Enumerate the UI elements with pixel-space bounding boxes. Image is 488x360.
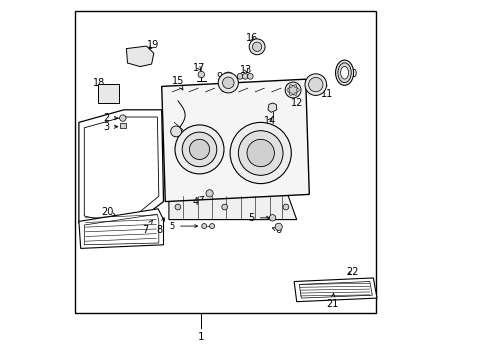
Text: 18: 18 (92, 78, 106, 91)
Polygon shape (79, 110, 163, 230)
Text: 5: 5 (248, 213, 269, 223)
Circle shape (308, 77, 322, 92)
FancyBboxPatch shape (120, 123, 126, 128)
Text: 3: 3 (102, 122, 118, 132)
Circle shape (189, 139, 209, 159)
Circle shape (286, 89, 289, 91)
Circle shape (175, 204, 181, 210)
Circle shape (252, 42, 261, 51)
Circle shape (247, 73, 253, 79)
Circle shape (170, 126, 181, 137)
Circle shape (120, 115, 126, 121)
Polygon shape (126, 46, 153, 67)
FancyBboxPatch shape (98, 84, 118, 103)
Text: 16: 16 (245, 33, 257, 43)
Text: 4: 4 (192, 196, 203, 207)
Ellipse shape (337, 63, 350, 83)
Polygon shape (79, 209, 163, 248)
Text: 5: 5 (169, 222, 175, 231)
Circle shape (249, 39, 264, 55)
Circle shape (288, 85, 297, 95)
Text: 11: 11 (318, 86, 333, 99)
Circle shape (305, 74, 326, 95)
Ellipse shape (340, 66, 348, 79)
Circle shape (285, 82, 301, 98)
Circle shape (296, 89, 299, 91)
Circle shape (275, 223, 282, 230)
Polygon shape (267, 103, 276, 112)
Text: 17: 17 (193, 63, 205, 73)
Circle shape (293, 85, 296, 87)
Text: 21: 21 (326, 293, 338, 309)
Circle shape (230, 122, 291, 184)
Circle shape (182, 132, 216, 167)
Circle shape (238, 131, 283, 175)
Text: 13: 13 (240, 65, 252, 75)
Circle shape (237, 73, 243, 79)
Ellipse shape (335, 60, 353, 85)
Text: 20: 20 (101, 207, 116, 217)
Circle shape (205, 190, 213, 197)
Circle shape (175, 125, 224, 174)
Text: 19: 19 (146, 40, 159, 50)
Polygon shape (168, 194, 296, 220)
Polygon shape (294, 278, 376, 302)
Text: 8: 8 (157, 218, 164, 235)
Text: 15: 15 (171, 76, 183, 90)
Text: 9: 9 (216, 72, 227, 82)
Circle shape (218, 73, 238, 93)
Circle shape (246, 139, 274, 167)
Circle shape (289, 85, 292, 87)
Circle shape (269, 215, 275, 221)
Circle shape (209, 224, 214, 229)
Text: 7: 7 (142, 220, 152, 235)
Circle shape (289, 93, 292, 95)
Text: 12: 12 (290, 92, 302, 108)
Text: 22: 22 (346, 267, 358, 277)
Text: 10: 10 (346, 69, 358, 79)
Text: 6: 6 (272, 225, 281, 235)
Circle shape (201, 224, 206, 229)
Circle shape (293, 93, 296, 95)
Circle shape (222, 77, 234, 89)
Circle shape (242, 73, 247, 79)
Text: 2: 2 (102, 113, 118, 123)
Bar (75, 11, 375, 313)
Text: 14: 14 (263, 116, 275, 126)
Circle shape (283, 204, 288, 210)
Text: 1: 1 (198, 332, 204, 342)
Circle shape (222, 204, 227, 210)
Circle shape (198, 71, 204, 78)
Polygon shape (162, 79, 309, 202)
